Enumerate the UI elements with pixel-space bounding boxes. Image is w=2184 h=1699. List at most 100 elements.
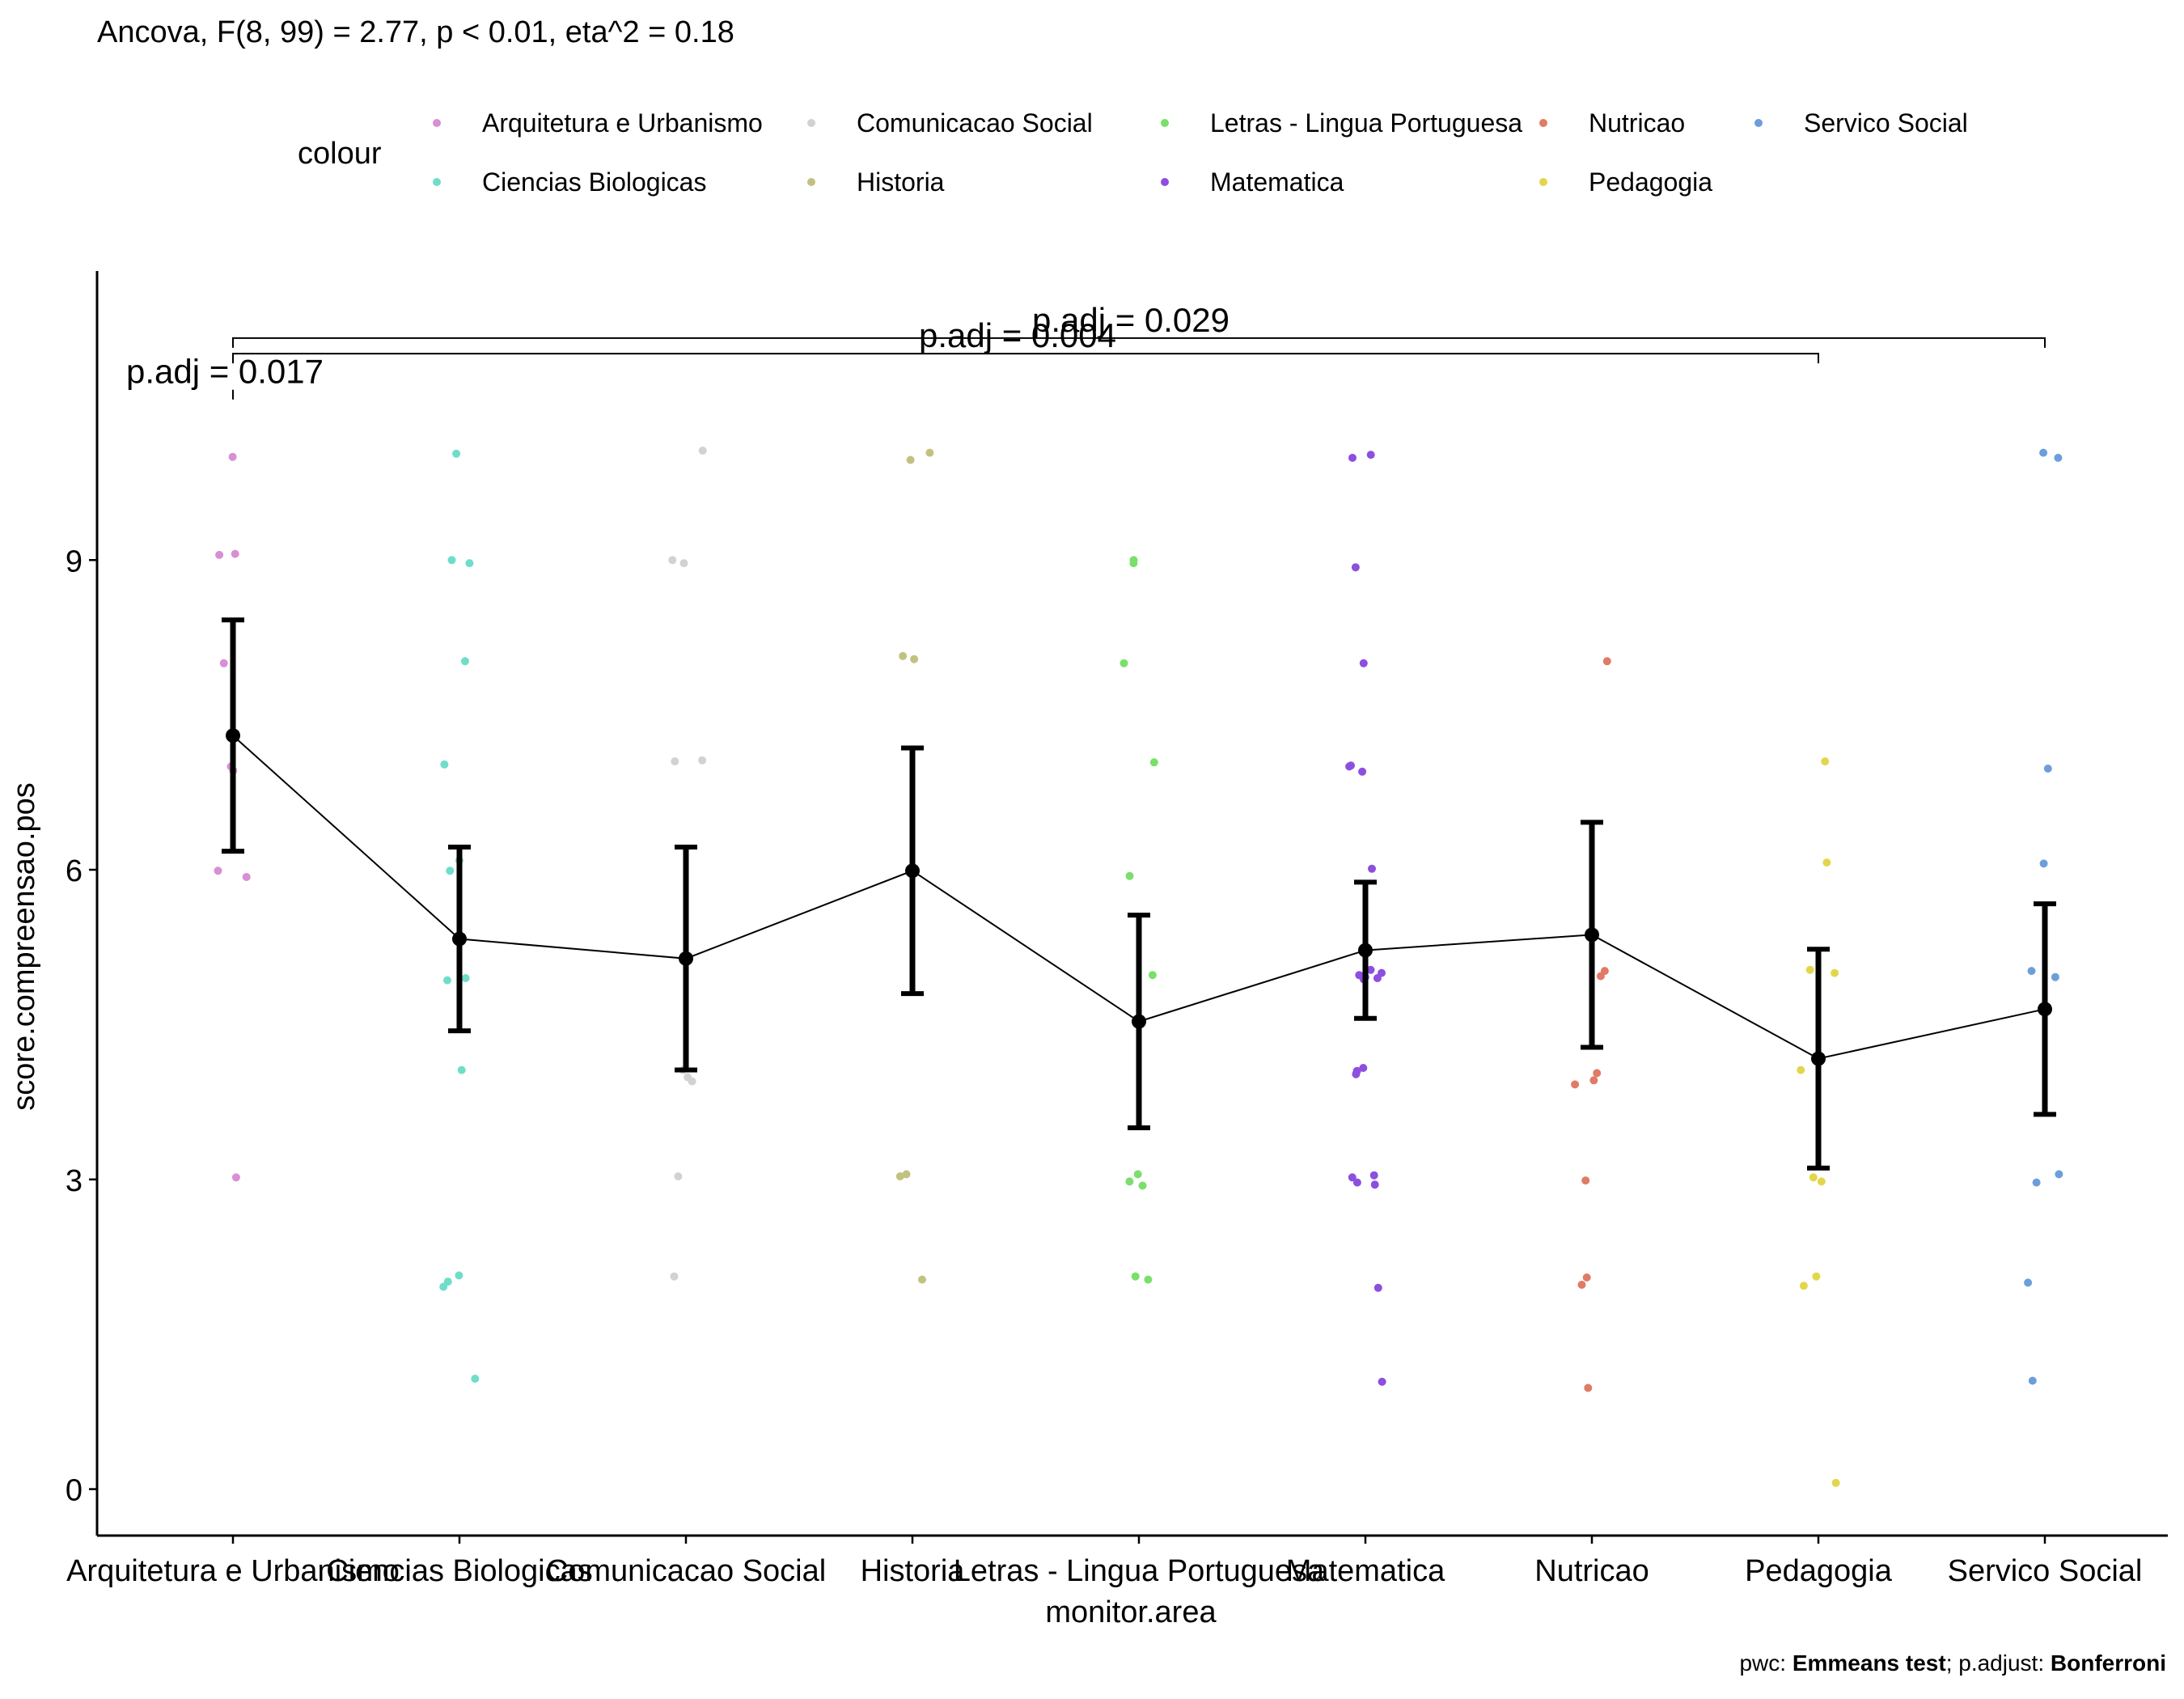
data-point-7-6 <box>1817 1177 1826 1186</box>
data-point-0-1 <box>231 549 239 558</box>
error-bars <box>222 617 2056 1171</box>
data-point-5-20 <box>1348 1173 1357 1182</box>
data-point-4-7 <box>1125 1177 1134 1186</box>
data-point-6-3 <box>1593 1069 1602 1078</box>
data-point-7-9 <box>1831 1478 1840 1487</box>
caption-adjust-value: Bonferroni <box>2050 1650 2166 1676</box>
data-point-0-3 <box>219 659 228 667</box>
data-point-8-0 <box>2039 448 2048 457</box>
data-point-8-5 <box>2051 972 2059 981</box>
data-point-6-0 <box>1602 657 1611 666</box>
data-point-5-6 <box>1358 767 1367 776</box>
data-point-0-2 <box>215 550 224 559</box>
data-point-1-10 <box>455 1271 463 1280</box>
data-point-3-3 <box>910 655 919 663</box>
data-point-1-9 <box>457 1066 466 1074</box>
caption-pwc-value: Emmeans test <box>1792 1650 1946 1676</box>
data-point-0-6 <box>214 866 222 875</box>
data-point-2-3 <box>698 756 707 765</box>
mean-point-5 <box>1358 943 1373 958</box>
data-point-5-5 <box>1345 762 1354 771</box>
data-point-4-4 <box>1125 871 1134 880</box>
data-point-5-2 <box>1351 563 1360 572</box>
x-tick-label-1: Ciencias Biologicas <box>326 1554 593 1588</box>
legend-label-1: Ciencias Biologicas <box>482 167 706 197</box>
x-tick-label-3: Historia <box>861 1554 966 1588</box>
data-point-6-8 <box>1577 1281 1586 1289</box>
data-point-8-7 <box>2032 1178 2041 1187</box>
legend-title: colour <box>298 137 382 171</box>
data-point-4-2 <box>1120 659 1128 667</box>
legend-label-5: Matematica <box>1210 167 1344 197</box>
data-point-5-3 <box>1359 659 1368 667</box>
mean-point-2 <box>679 951 693 966</box>
data-point-1-6 <box>446 866 455 875</box>
data-point-5-19 <box>1369 1171 1378 1180</box>
mean-point-4 <box>1132 1014 1146 1029</box>
data-point-2-2 <box>679 559 688 568</box>
data-point-4-3 <box>1149 758 1158 767</box>
y-tick-label-1: 3 <box>66 1164 83 1198</box>
data-point-8-9 <box>2028 1376 2037 1385</box>
data-point-8-3 <box>2039 859 2048 868</box>
data-point-1-0 <box>452 449 461 458</box>
data-point-4-8 <box>1138 1181 1147 1190</box>
x-tick-label-5: Matematica <box>1286 1554 1445 1588</box>
x-tick-label-2: Comunicacao Social <box>546 1554 826 1588</box>
mean-point-1 <box>452 931 467 947</box>
data-point-0-0 <box>228 452 237 461</box>
data-point-7-7 <box>1812 1272 1821 1281</box>
mean-point-6 <box>1585 927 1599 943</box>
legend-label-6: Nutricao <box>1589 108 1685 138</box>
data-point-7-8 <box>1799 1282 1808 1290</box>
data-point-8-8 <box>2024 1278 2033 1287</box>
data-point-1-4 <box>440 760 449 769</box>
data-point-2-8 <box>674 1172 683 1180</box>
x-tick-label-7: Pedagogia <box>1745 1554 1893 1588</box>
data-point-5-8 <box>1366 965 1375 974</box>
data-point-3-1 <box>906 455 915 464</box>
data-point-0-8 <box>231 1173 240 1182</box>
legend-label-7: Pedagogia <box>1589 167 1712 197</box>
data-point-7-4 <box>1797 1066 1805 1074</box>
legend-key-6 <box>1539 119 1547 127</box>
data-point-3-4 <box>902 1170 911 1179</box>
data-point-8-1 <box>2054 453 2063 462</box>
data-point-8-6 <box>2055 1170 2063 1179</box>
data-point-7-3 <box>1831 968 1839 977</box>
y-tick-label-0: 0 <box>66 1474 83 1508</box>
legend-label-2: Comunicacao Social <box>857 108 1093 138</box>
data-point-6-7 <box>1582 1273 1591 1282</box>
data-point-4-6 <box>1133 1170 1142 1179</box>
legend-label-8: Servico Social <box>1804 108 1968 138</box>
data-point-4-9 <box>1131 1272 1140 1281</box>
data-point-8-4 <box>2027 967 2036 976</box>
comparison-label-2: p.adj = 0.029 <box>1032 301 1230 339</box>
data-point-4-5 <box>1148 971 1157 980</box>
x-tick-label-0: Arquitetura e Urbanismo <box>66 1554 400 1588</box>
data-point-1-3 <box>460 657 469 666</box>
comparison-bracket-1 <box>232 353 1819 364</box>
data-point-2-7 <box>688 1077 696 1086</box>
data-points <box>214 447 2063 1487</box>
data-point-3-6 <box>918 1275 926 1284</box>
mean-point-8 <box>2038 1002 2052 1017</box>
data-point-7-0 <box>1821 757 1830 766</box>
data-point-1-12 <box>439 1282 448 1291</box>
data-point-4-1 <box>1129 559 1138 568</box>
data-point-1-2 <box>465 559 474 568</box>
data-point-1-1 <box>447 556 456 565</box>
legend-label-4: Letras - Lingua Portuguesa <box>1210 108 1522 138</box>
y-tick-label-2: 6 <box>66 854 83 888</box>
comparison-label-1: p.adj = 0.004 <box>919 316 1116 354</box>
y-axis-label: score.compreensao.pos <box>7 782 41 1111</box>
data-point-5-23 <box>1373 1283 1382 1292</box>
mean-point-3 <box>905 863 920 879</box>
x-axis-label: monitor.area <box>1045 1595 1217 1629</box>
data-point-2-1 <box>668 556 677 565</box>
legend-key-0 <box>433 119 441 127</box>
data-point-0-7 <box>242 873 251 881</box>
data-point-7-5 <box>1809 1173 1818 1182</box>
data-point-7-1 <box>1822 858 1831 867</box>
